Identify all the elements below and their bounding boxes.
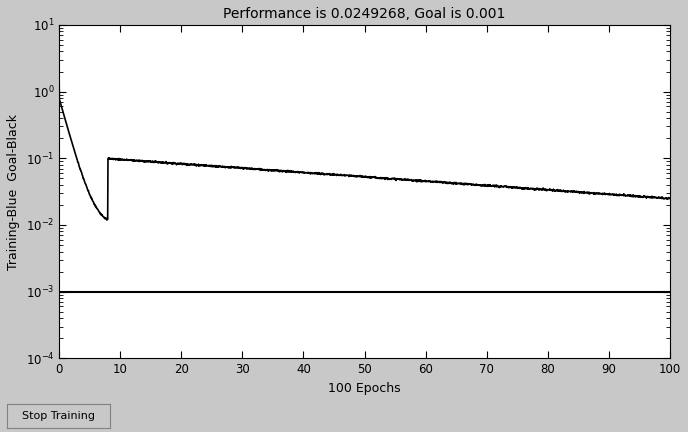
Text: Stop Training: Stop Training [22,411,95,421]
X-axis label: 100 Epochs: 100 Epochs [328,382,401,395]
Y-axis label: Training-Blue  Goal-Black: Training-Blue Goal-Black [7,114,20,270]
Title: Performance is 0.0249268, Goal is 0.001: Performance is 0.0249268, Goal is 0.001 [224,7,506,21]
